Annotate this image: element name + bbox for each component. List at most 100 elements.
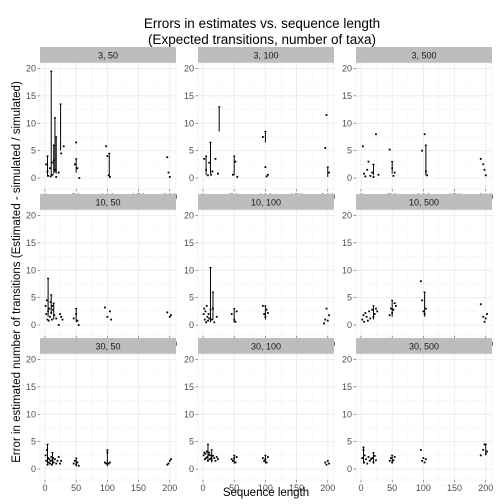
y-tick-label: 20 (184, 354, 194, 364)
data-point (47, 461, 50, 464)
chart-title: Errors in estimates vs. sequence length (144, 16, 380, 31)
data-point (47, 319, 50, 322)
y-tick-label: 20 (342, 210, 352, 220)
y-axis-title: Error in estimated number of transitions… (11, 81, 23, 463)
data-point (395, 304, 397, 307)
range-end-point (59, 103, 62, 105)
data-point (76, 461, 79, 464)
data-point (48, 458, 51, 461)
data-point (213, 321, 216, 324)
data-point (108, 310, 111, 313)
facet-strip (198, 194, 334, 210)
data-point (166, 311, 169, 314)
panel-background (39, 353, 177, 481)
data-point (75, 141, 78, 144)
range-end-point (484, 443, 487, 445)
data-point (106, 451, 109, 454)
data-point (361, 457, 364, 459)
data-point (74, 459, 76, 462)
data-point (479, 157, 482, 160)
facet-strip (198, 338, 334, 354)
x-tick-label: 0 (200, 483, 205, 493)
facet-strip (356, 338, 492, 354)
data-point (369, 174, 372, 177)
data-point (261, 457, 264, 459)
range-end-point (205, 155, 208, 157)
y-tick-label: 5 (347, 437, 352, 447)
data-point (166, 463, 169, 466)
data-point (168, 459, 171, 462)
data-point (77, 324, 80, 326)
data-point (235, 456, 238, 458)
data-point (54, 458, 56, 461)
data-point (206, 315, 209, 318)
data-point (45, 163, 48, 166)
data-point (50, 161, 53, 164)
y-tick-label: 10 (26, 265, 36, 275)
data-point (391, 312, 394, 314)
data-point (264, 458, 267, 461)
data-point (326, 459, 329, 462)
data-point (205, 304, 208, 307)
range-end-point (50, 294, 53, 296)
facet-strip (40, 338, 176, 354)
data-point (484, 174, 487, 177)
data-point (482, 315, 485, 318)
data-point (423, 313, 426, 315)
y-tick-label: 20 (26, 210, 36, 220)
facet-strip (198, 47, 334, 63)
data-point (421, 459, 424, 462)
x-tick-label: 200 (162, 483, 177, 493)
data-point (208, 317, 211, 320)
data-point (234, 461, 237, 464)
data-point (47, 310, 50, 313)
range-end-point (211, 291, 214, 293)
data-point (419, 280, 422, 283)
data-point (49, 167, 51, 170)
data-point (393, 171, 396, 174)
data-point (210, 173, 213, 176)
data-point (486, 450, 488, 453)
data-point (483, 168, 486, 171)
data-point (371, 308, 374, 311)
data-point (207, 313, 210, 315)
x-tick-label: 150 (289, 483, 304, 493)
data-point (55, 317, 58, 320)
data-point (392, 174, 395, 177)
data-point (375, 459, 377, 462)
data-point (50, 463, 53, 466)
y-tick-label: 15 (26, 382, 36, 392)
data-point (363, 320, 366, 323)
facet-strip (40, 47, 176, 63)
y-tick-label: 5 (189, 437, 194, 447)
range-end-point (52, 144, 55, 146)
data-point (205, 457, 208, 459)
data-point (366, 462, 369, 465)
data-point (62, 145, 65, 148)
data-point (372, 315, 375, 318)
facet-strip-label: 3, 100 (253, 51, 278, 61)
range-end-point (233, 155, 236, 157)
x-tick-label: 100 (416, 483, 431, 493)
range-end-point (372, 305, 375, 307)
range-end-point (106, 449, 109, 451)
data-point (232, 173, 234, 176)
data-point (75, 313, 78, 315)
data-point (49, 462, 51, 465)
facet-strip-label: 30, 100 (251, 342, 281, 352)
range-end-point (391, 161, 394, 163)
data-point (210, 459, 213, 462)
data-point (72, 317, 75, 320)
y-tick-label: 20 (26, 354, 36, 364)
data-point (107, 174, 110, 177)
data-point (107, 462, 110, 465)
range-end-point (75, 308, 78, 310)
x-tick-label: 50 (229, 483, 239, 493)
data-point (230, 458, 233, 461)
data-point (423, 461, 426, 464)
y-tick-label: 15 (26, 91, 36, 101)
data-point (424, 170, 427, 173)
